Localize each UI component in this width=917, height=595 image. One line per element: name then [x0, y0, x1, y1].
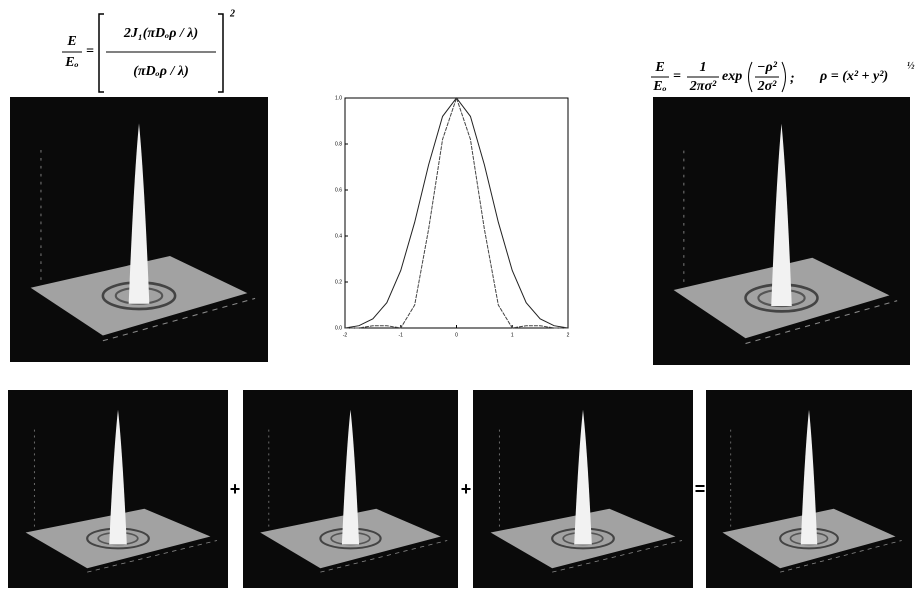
plot-frame: [344, 97, 569, 329]
x-tick-label: 0: [455, 332, 458, 338]
formula-text: E: [654, 60, 664, 75]
y-tick-label: 0.4: [335, 233, 342, 239]
formula-text: ;: [790, 71, 795, 86]
bracket: [98, 13, 224, 93]
x-tick-label: 2: [567, 332, 570, 338]
formula-text: ½: [907, 60, 915, 71]
paren: [748, 61, 786, 93]
formula-text: 1: [700, 60, 707, 75]
surface-render: [8, 390, 228, 588]
formula-text: E: [66, 34, 76, 49]
formula-text: 2J₁(πDₒρ / λ): [123, 26, 198, 41]
y-tick-label: 0.2: [335, 279, 342, 285]
formula-text: ρ = (x² + y²): [819, 69, 888, 84]
x-tick-label: 1: [511, 332, 514, 338]
formula-text: exp: [722, 69, 742, 84]
formula-text: Eₒ: [652, 79, 666, 94]
y-tick-label: 0.0: [335, 325, 342, 331]
y-tick-label: 0.8: [335, 141, 342, 147]
y-tick-label: 1.0: [335, 95, 342, 101]
formula-text: (πDₒρ / λ): [133, 64, 189, 79]
render-peak: [128, 123, 150, 304]
formula-text: =: [86, 44, 94, 59]
formula-text: 2: [229, 8, 235, 19]
surface-render: [706, 390, 912, 588]
x-tick-label: -2: [343, 332, 348, 338]
render-peak: [574, 409, 592, 545]
operator: +: [461, 479, 472, 499]
x-tick-label: -1: [399, 332, 404, 338]
operator: +: [230, 479, 241, 499]
render-peak: [109, 409, 127, 545]
formula-text: −ρ²: [757, 60, 778, 75]
surface-render: [10, 97, 268, 362]
formula-text: =: [673, 69, 681, 84]
render-peak: [771, 123, 792, 307]
render-peak: [800, 409, 818, 545]
operator: =: [695, 479, 706, 499]
surface-render: [653, 97, 910, 365]
y-tick-label: 0.6: [335, 187, 342, 193]
render-peak: [341, 409, 360, 545]
formula-text: Eₒ: [64, 55, 78, 70]
surface-render: [473, 390, 693, 588]
plot-line: [345, 96, 568, 329]
plot-line: [344, 97, 569, 329]
surface-render: [243, 390, 458, 588]
formula-text: 2πσ²: [689, 79, 717, 94]
formula-text: 2σ²: [757, 79, 778, 94]
